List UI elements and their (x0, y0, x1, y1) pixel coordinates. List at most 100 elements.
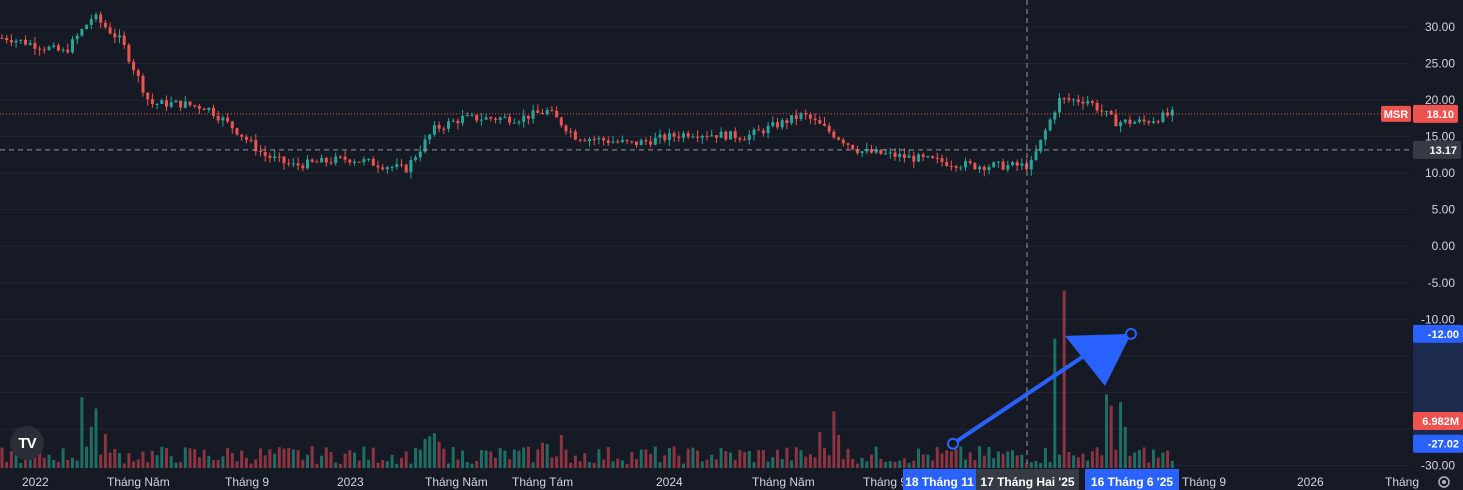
volume-bar (42, 457, 46, 468)
candle-body (183, 101, 187, 108)
volume-bar (461, 450, 465, 468)
candle-body (249, 139, 253, 141)
last-price-tag: 18.10 (1426, 109, 1454, 121)
candle-body (879, 149, 883, 155)
volume-bar (94, 408, 98, 468)
candle-body (432, 125, 436, 135)
candle-body (385, 167, 389, 170)
candle-body (1067, 98, 1071, 100)
candle-body (1034, 151, 1038, 160)
candle-body (310, 159, 314, 162)
candle-body (964, 161, 967, 168)
candle-body (329, 162, 333, 164)
candle-body (216, 115, 220, 121)
volume-bar (851, 458, 855, 468)
volume-bar (630, 451, 634, 468)
candle-body (902, 154, 906, 158)
volume-bar (874, 446, 878, 468)
volume-bar (667, 447, 671, 468)
candle-body (122, 35, 126, 46)
candle-body (559, 117, 563, 126)
volume-bar (169, 456, 173, 468)
volume-bar (860, 457, 864, 468)
candle-body (719, 131, 723, 138)
volume-bar (80, 397, 84, 468)
volume-bar (324, 447, 328, 468)
gear-icon[interactable] (1433, 474, 1455, 490)
volume-bar (155, 455, 159, 468)
candle-body (992, 162, 996, 168)
candle-body (1076, 99, 1080, 102)
arrow-start-handle[interactable] (947, 437, 959, 450)
volume-bar (61, 448, 65, 468)
volume-bar (564, 449, 568, 468)
candle-body (437, 125, 441, 129)
candle-body (823, 123, 826, 126)
volume-bar (855, 463, 859, 468)
candle-body (28, 43, 32, 45)
tradingview-logo[interactable]: TV (10, 426, 44, 460)
candle-body (1123, 119, 1127, 123)
candle-body (1053, 112, 1057, 120)
candle-body (917, 154, 920, 162)
volume-bar (672, 446, 676, 468)
volume-bar (808, 454, 812, 468)
candle-body (686, 133, 690, 137)
candle-body (489, 117, 493, 119)
candle-body (996, 161, 1000, 163)
volume-bar (978, 446, 982, 468)
arrow-bottom-tag-bg (1413, 434, 1463, 453)
candle-body (931, 156, 935, 158)
candle-body (663, 134, 667, 141)
volume-bar (1109, 405, 1113, 468)
x-axis-label: Tháng Năm (752, 475, 815, 489)
candle-body (498, 117, 502, 120)
volume-bar (832, 411, 836, 468)
candle-body (193, 105, 197, 107)
candle-body (442, 128, 446, 130)
volume-bar (658, 462, 662, 468)
candle-body (517, 121, 521, 123)
volume-bar (1119, 402, 1123, 468)
candle-body (653, 137, 657, 145)
volume-bar (254, 459, 258, 468)
candle-body (602, 137, 606, 141)
candle-body (978, 166, 982, 170)
candle-body (277, 156, 281, 158)
candle-body (409, 159, 413, 173)
arrow-shaft[interactable] (951, 350, 1092, 446)
candle-body (813, 118, 817, 121)
arrow-end-handle[interactable] (1125, 327, 1137, 340)
candle-body (512, 122, 516, 124)
candle-body (1048, 119, 1052, 131)
candle-body (338, 156, 342, 158)
volume-bar (804, 456, 808, 468)
volume-bar (677, 455, 681, 468)
candle-body (907, 155, 911, 158)
volume-bar (193, 449, 197, 468)
volume-bar (992, 458, 996, 468)
volume-bar (907, 462, 911, 468)
candle-body (780, 120, 784, 128)
candle-body (639, 140, 643, 146)
volume-bar (371, 447, 375, 468)
candle-body (334, 156, 338, 164)
candle-body (174, 100, 178, 103)
volume-bar (526, 446, 530, 468)
volume-bar (301, 459, 305, 468)
volume-bar (475, 460, 479, 468)
candle-body (541, 112, 544, 114)
volume-bar (494, 457, 497, 468)
candle-body (1086, 101, 1090, 104)
candle-body (766, 125, 770, 134)
volume-bar (522, 447, 526, 468)
volume-bar (841, 459, 845, 468)
candle-body (428, 134, 432, 140)
arrow-head[interactable] (1065, 333, 1131, 386)
volume-bar (738, 450, 742, 468)
volume-bar (498, 448, 502, 468)
candle-body (371, 158, 375, 166)
candle-body (5, 37, 9, 41)
